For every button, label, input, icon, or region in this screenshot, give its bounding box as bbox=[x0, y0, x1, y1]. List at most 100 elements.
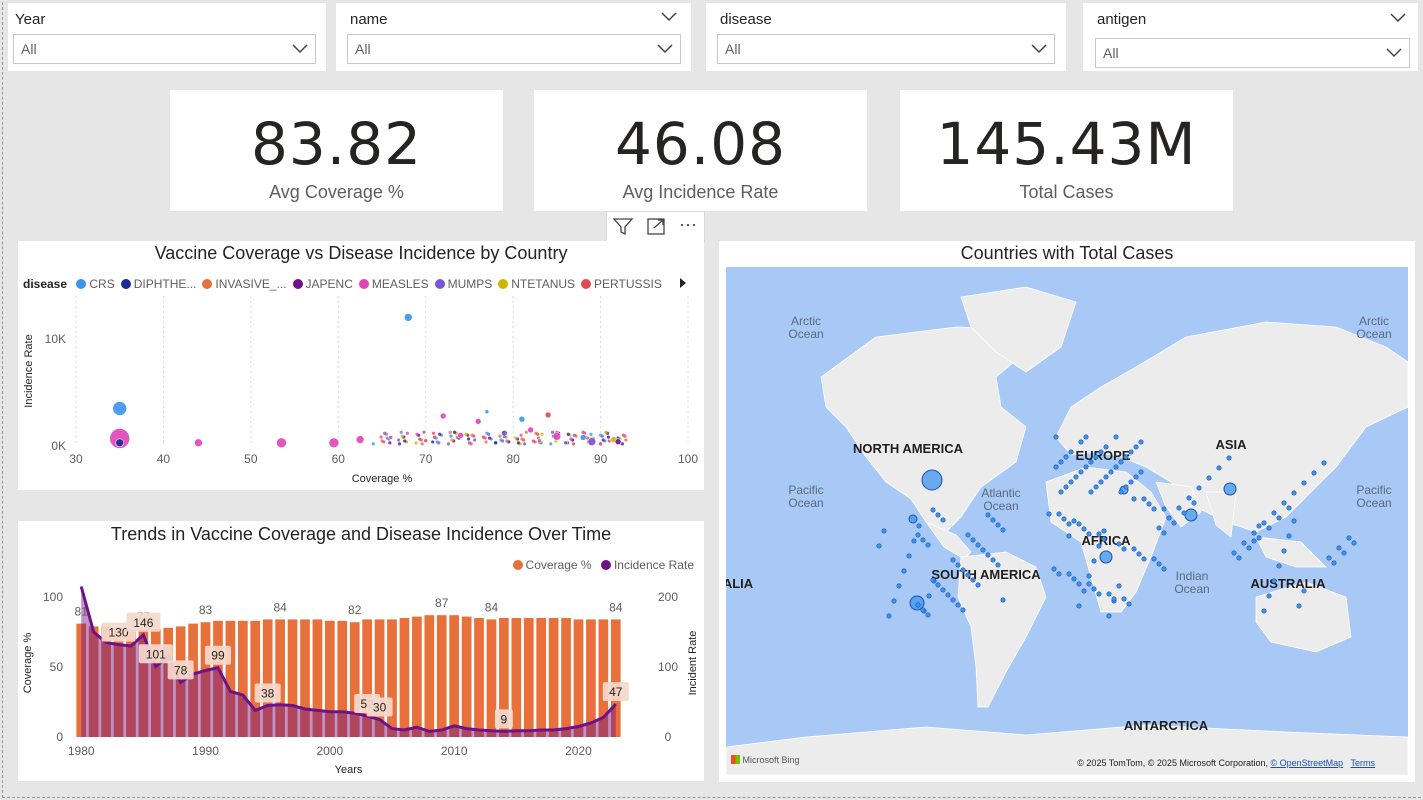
country-bubble[interactable] bbox=[1156, 525, 1162, 531]
country-bubble[interactable] bbox=[1184, 508, 1198, 522]
scatter-point[interactable] bbox=[552, 432, 562, 441]
scatter-point[interactable] bbox=[572, 433, 576, 437]
country-bubble[interactable] bbox=[1291, 518, 1297, 524]
focus-mode-button[interactable] bbox=[640, 212, 672, 241]
country-bubble[interactable] bbox=[1151, 506, 1157, 512]
country-bubble[interactable] bbox=[1126, 601, 1132, 607]
trend-visual[interactable]: Trends in Vaccine Coverage and Disease I… bbox=[18, 521, 704, 781]
country-bubble[interactable] bbox=[1066, 571, 1072, 577]
country-bubble[interactable] bbox=[1226, 455, 1232, 461]
coverage-bar[interactable] bbox=[586, 619, 596, 737]
scatter-point[interactable] bbox=[598, 441, 603, 447]
country-bubble[interactable] bbox=[1056, 571, 1062, 577]
scatter-point[interactable] bbox=[485, 431, 489, 435]
country-bubble[interactable] bbox=[1086, 531, 1092, 537]
scatter-point[interactable] bbox=[399, 430, 403, 434]
country-bubble[interactable] bbox=[985, 552, 991, 558]
country-bubble[interactable] bbox=[1101, 536, 1107, 542]
country-bubble[interactable] bbox=[1326, 555, 1332, 561]
country-bubble[interactable] bbox=[935, 512, 941, 518]
coverage-bar[interactable] bbox=[573, 619, 584, 737]
coverage-bar[interactable] bbox=[610, 619, 621, 737]
coverage-bar[interactable] bbox=[300, 619, 310, 737]
country-bubble[interactable] bbox=[1256, 523, 1262, 529]
scatter-point[interactable] bbox=[493, 440, 498, 446]
country-bubble[interactable] bbox=[1096, 531, 1102, 537]
country-bubble[interactable] bbox=[1251, 538, 1257, 544]
coverage-bar[interactable] bbox=[387, 619, 397, 737]
legend-item[interactable]: MUMPS bbox=[447, 277, 493, 291]
country-bubble[interactable] bbox=[911, 538, 917, 544]
country-bubble[interactable] bbox=[1346, 535, 1352, 541]
coverage-bar[interactable] bbox=[461, 616, 472, 737]
kpi-total-cases[interactable]: 145.43M Total Cases bbox=[900, 90, 1233, 211]
scatter-point[interactable] bbox=[598, 433, 603, 437]
country-bubble[interactable] bbox=[995, 522, 1001, 528]
country-bubble[interactable] bbox=[881, 528, 887, 534]
scatter-point[interactable] bbox=[448, 430, 452, 434]
country-bubble[interactable] bbox=[896, 583, 902, 589]
country-bubble[interactable] bbox=[1000, 527, 1006, 533]
scatter-point[interactable] bbox=[550, 430, 555, 434]
country-bubble[interactable] bbox=[1138, 469, 1144, 475]
country-bubble[interactable] bbox=[1051, 566, 1057, 572]
country-bubble[interactable] bbox=[1058, 489, 1064, 495]
scatter-point[interactable] bbox=[417, 437, 422, 441]
country-bubble[interactable] bbox=[1196, 485, 1202, 491]
scatter-point[interactable] bbox=[446, 442, 451, 446]
country-bubble[interactable] bbox=[1311, 470, 1317, 476]
country-bubble[interactable] bbox=[901, 568, 907, 574]
country-bubble[interactable] bbox=[1046, 511, 1052, 517]
coverage-bar[interactable] bbox=[312, 619, 323, 737]
country-bubble[interactable] bbox=[1138, 439, 1144, 445]
country-bubble[interactable] bbox=[1086, 581, 1092, 587]
scatter-point[interactable] bbox=[498, 434, 502, 438]
country-bubble[interactable] bbox=[1351, 540, 1357, 546]
coverage-bar[interactable] bbox=[349, 622, 360, 737]
scatter-point[interactable] bbox=[537, 438, 542, 443]
scatter-point[interactable] bbox=[604, 430, 608, 434]
country-bubble[interactable] bbox=[975, 582, 981, 588]
country-bubble[interactable] bbox=[925, 612, 931, 618]
country-bubble[interactable] bbox=[1236, 555, 1242, 561]
map-bubbles[interactable] bbox=[876, 434, 1357, 619]
country-bubble[interactable] bbox=[950, 557, 956, 563]
country-bubble[interactable] bbox=[1161, 530, 1167, 536]
country-bubble[interactable] bbox=[886, 613, 892, 619]
scatter-point[interactable] bbox=[432, 435, 437, 439]
country-bubble[interactable] bbox=[1121, 546, 1127, 552]
country-bubble[interactable] bbox=[1083, 464, 1089, 470]
country-bubble[interactable] bbox=[1151, 556, 1157, 562]
scatter-point[interactable] bbox=[484, 409, 490, 415]
country-bubble[interactable] bbox=[1093, 454, 1099, 460]
scatter-point[interactable] bbox=[569, 437, 573, 441]
country-bubble[interactable] bbox=[990, 557, 996, 563]
scatter-point[interactable] bbox=[380, 439, 384, 443]
coverage-bar[interactable] bbox=[250, 620, 261, 737]
country-bubble[interactable] bbox=[1066, 521, 1072, 527]
scatter-point[interactable] bbox=[474, 418, 482, 425]
slicer-disease-dropdown[interactable]: All bbox=[717, 34, 1055, 64]
country-bubble[interactable] bbox=[1176, 505, 1182, 511]
country-bubble[interactable] bbox=[1331, 560, 1337, 566]
country-bubble[interactable] bbox=[876, 543, 882, 549]
country-bubble[interactable] bbox=[1123, 454, 1129, 460]
slicer-antigen[interactable]: antigen All bbox=[1083, 3, 1418, 71]
scatter-point[interactable] bbox=[606, 435, 611, 439]
scatter-point[interactable] bbox=[607, 439, 611, 443]
map-visual[interactable]: Countries with Total Cases Arctic Ocean bbox=[719, 241, 1415, 782]
country-bubble[interactable] bbox=[1113, 434, 1119, 440]
scatter-point[interactable] bbox=[481, 435, 486, 439]
coverage-bar[interactable] bbox=[200, 622, 211, 737]
scatter-point[interactable] bbox=[563, 440, 568, 446]
kpi-avg-incidence[interactable]: 46.08 Avg Incidence Rate bbox=[534, 90, 867, 211]
chevron-down-icon[interactable] bbox=[1390, 13, 1406, 23]
country-bubble[interactable] bbox=[1276, 515, 1282, 521]
country-bubble[interactable] bbox=[1118, 489, 1124, 495]
scatter-point[interactable] bbox=[383, 431, 387, 435]
country-bubble[interactable] bbox=[1053, 434, 1059, 440]
legend-item[interactable]: INVASIVE_... bbox=[215, 277, 287, 291]
scatter-point[interactable] bbox=[450, 438, 454, 442]
country-bubble[interactable] bbox=[1166, 515, 1172, 521]
country-bubble[interactable] bbox=[1053, 464, 1059, 470]
